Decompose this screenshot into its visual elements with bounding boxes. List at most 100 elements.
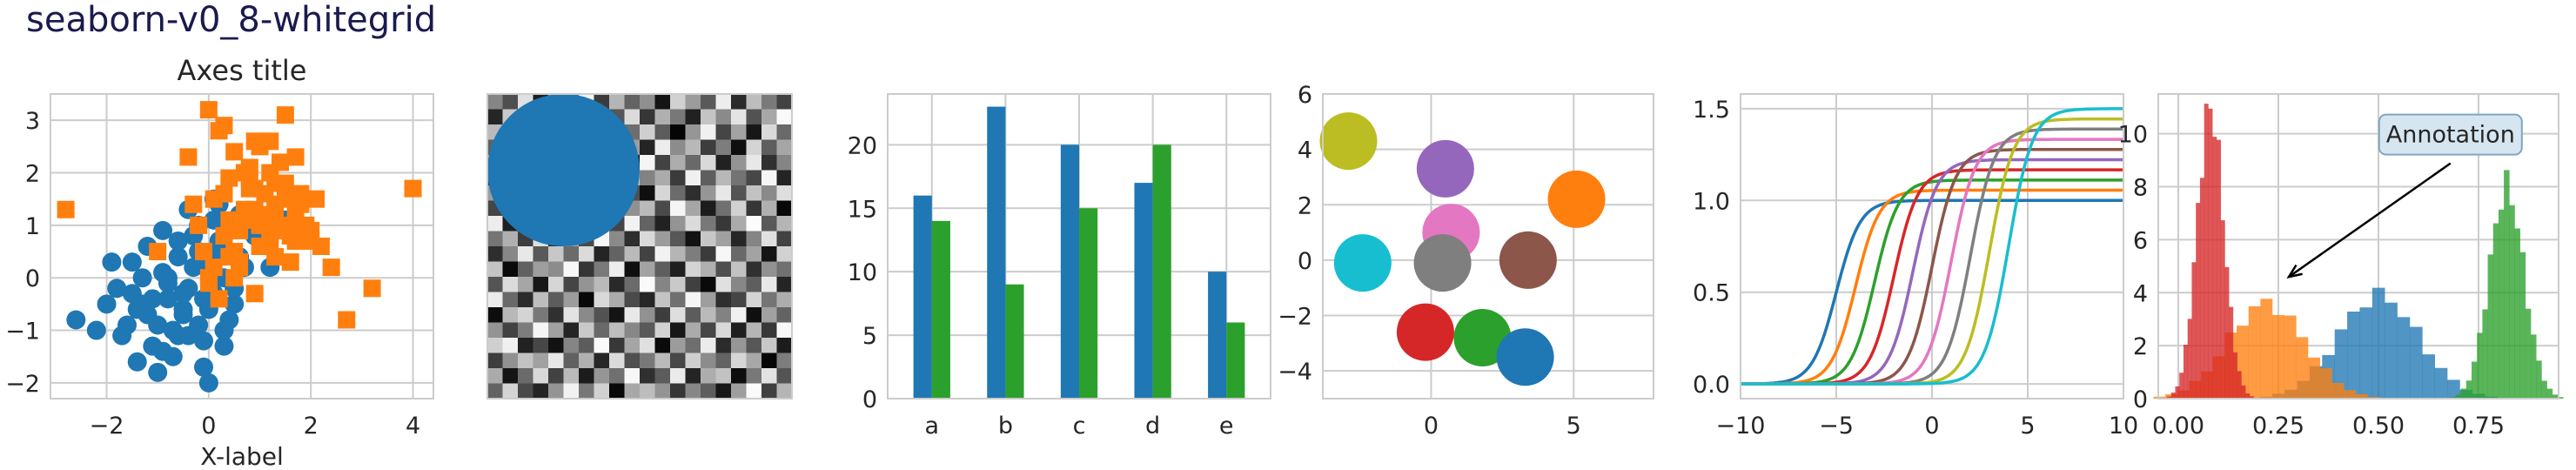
heatmap-cell bbox=[518, 338, 533, 353]
scatter-circle-marker bbox=[148, 315, 168, 335]
y-tick-label: 4 bbox=[2133, 280, 2148, 307]
heatmap-cell bbox=[715, 338, 732, 353]
histogram-bin bbox=[2187, 319, 2192, 399]
y-tick-label: 2 bbox=[25, 161, 40, 188]
scatter-circle-marker bbox=[194, 331, 213, 351]
heatmap-cell bbox=[761, 216, 777, 232]
heatmap-cell bbox=[563, 292, 580, 308]
scatter-circle-marker bbox=[225, 294, 245, 314]
heatmap-cell bbox=[502, 246, 519, 262]
heatmap-cell bbox=[579, 261, 594, 278]
heatmap-cell bbox=[670, 292, 686, 308]
scatter-square-marker bbox=[184, 195, 203, 213]
bar bbox=[1134, 183, 1153, 399]
heatmap-cell bbox=[640, 383, 655, 400]
heatmap-cell bbox=[731, 307, 747, 323]
scatter-circle-marker bbox=[189, 315, 209, 335]
heatmap-cell bbox=[533, 322, 549, 339]
x-tick-label: c bbox=[1073, 413, 1086, 440]
histogram-bin bbox=[2199, 178, 2204, 399]
heatmap-cell bbox=[731, 277, 747, 292]
heatmap-cell bbox=[640, 139, 655, 156]
x-tick-label: 5 bbox=[1566, 413, 1581, 440]
histogram-bin bbox=[2487, 254, 2494, 399]
scatter-square-marker bbox=[149, 243, 167, 261]
heatmap-cell bbox=[624, 246, 641, 262]
histogram-bin bbox=[2331, 382, 2345, 399]
heatmap-cell bbox=[776, 261, 793, 278]
axes-sigmoid-lines: −10 −5 0 5 10 0.0 0.5 1.0 1.5 bbox=[1693, 93, 2138, 440]
heatmap-cell bbox=[654, 124, 671, 140]
heatmap-cell bbox=[731, 155, 747, 171]
histogram-bin bbox=[2519, 252, 2526, 399]
heatmap-cell bbox=[746, 338, 762, 353]
heatmap-cell bbox=[701, 368, 716, 384]
heatmap-cell bbox=[746, 261, 762, 278]
heatmap-cell bbox=[518, 307, 533, 323]
histogram-bin bbox=[2397, 317, 2411, 399]
y-tick-label: 6 bbox=[2133, 227, 2148, 254]
scatter-circle-marker bbox=[194, 357, 213, 377]
scatter-square-marker bbox=[210, 290, 228, 308]
heatmap-cell bbox=[609, 246, 625, 262]
heatmap-cell bbox=[715, 277, 732, 292]
annotation-arrow-head bbox=[2286, 264, 2303, 279]
heatmap-cell bbox=[746, 216, 762, 232]
scatter-square-marker bbox=[276, 106, 294, 124]
y-tick-label: 8 bbox=[2133, 175, 2148, 202]
heatmap-cell bbox=[731, 170, 747, 186]
x-axis-label: X-label bbox=[200, 442, 284, 470]
y-tick-label: 4 bbox=[1298, 138, 1312, 164]
heatmap-cell bbox=[701, 352, 716, 369]
heatmap-cell bbox=[594, 338, 610, 353]
heatmap-cell bbox=[654, 139, 671, 156]
heatmap-cell bbox=[487, 352, 503, 369]
heatmap-cell bbox=[579, 368, 594, 384]
heatmap-cell bbox=[594, 307, 610, 323]
scatter-square-marker bbox=[205, 258, 223, 277]
histogram-bin bbox=[2557, 397, 2564, 399]
heatmap-cell bbox=[563, 338, 580, 353]
heatmap-cell bbox=[487, 277, 503, 292]
scatter-circle-marker bbox=[102, 252, 122, 272]
heatmap-cell bbox=[548, 368, 564, 384]
heatmap-cell bbox=[518, 246, 533, 262]
scatter-square-marker bbox=[266, 205, 285, 224]
heatmap-cell bbox=[670, 94, 686, 110]
axes-circle-scatter: 0 5 −4 −2 0 2 4 6 bbox=[1278, 82, 1654, 440]
heatmap-cell bbox=[624, 292, 641, 308]
heatmap-cell bbox=[701, 155, 716, 171]
heatmap-cell bbox=[715, 261, 732, 278]
heatmap-cell bbox=[731, 322, 747, 339]
y-tick-label: 10 bbox=[2118, 122, 2148, 149]
heatmap-cell bbox=[776, 246, 793, 262]
histogram-bin bbox=[2465, 380, 2472, 399]
heatmap-cell bbox=[548, 307, 564, 323]
heatmap-cell bbox=[487, 368, 503, 384]
heatmap-cell bbox=[624, 109, 641, 125]
scatter-circle-marker bbox=[173, 284, 193, 304]
heatmap-cell bbox=[670, 216, 686, 232]
bar bbox=[987, 106, 1006, 399]
heatmap-cell bbox=[518, 368, 533, 384]
heatmap-cell bbox=[548, 352, 564, 369]
heatmap-cell bbox=[624, 352, 641, 369]
heatmap-cell bbox=[731, 246, 747, 262]
heatmap-cell bbox=[746, 124, 762, 140]
heatmap-cell bbox=[701, 231, 716, 247]
heatmap-cell bbox=[624, 383, 641, 400]
heatmap-cell bbox=[715, 368, 732, 384]
heatmap-cell bbox=[518, 383, 533, 400]
heatmap-cell bbox=[761, 322, 777, 339]
heatmap-cell bbox=[502, 261, 519, 278]
heatmap-cell bbox=[776, 307, 793, 323]
heatmap-cell bbox=[670, 124, 686, 140]
heatmap-cell bbox=[746, 352, 762, 369]
heatmap-cell bbox=[761, 185, 777, 201]
scatter-square-marker bbox=[199, 274, 218, 292]
heatmap-cell bbox=[502, 352, 519, 369]
y-tick-label: −2 bbox=[1278, 304, 1312, 331]
heatmap-cell bbox=[761, 352, 777, 369]
scatter-circle-marker bbox=[184, 258, 204, 278]
scatter-square-marker bbox=[276, 190, 294, 208]
